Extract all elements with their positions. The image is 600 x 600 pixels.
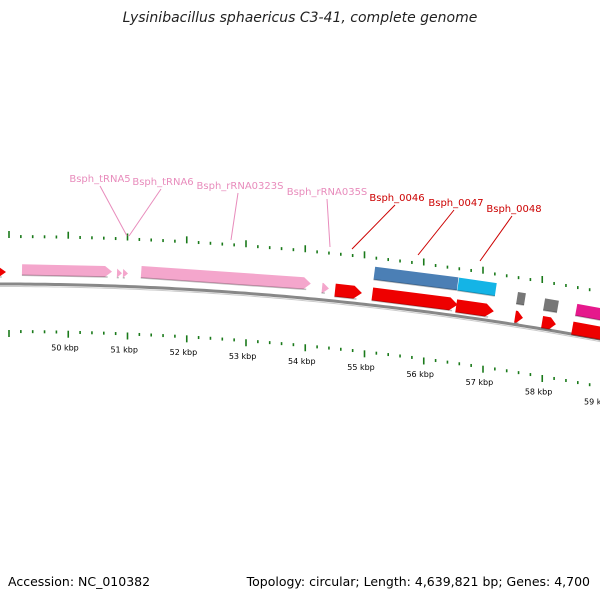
features-layer xyxy=(0,264,600,342)
kbp-label: 58 kbp xyxy=(525,387,553,396)
leader-line xyxy=(351,204,396,250)
kbp-labels: 50 kbp 51 kbp 52 kbp 53 kbp 54 kbp 55 kbp 56 k… xyxy=(51,344,600,407)
feature-label: Bsph_0046 xyxy=(369,193,424,204)
feature-magenta xyxy=(575,303,600,322)
feature-label: Bsph_tRNA5 xyxy=(69,174,130,185)
feature-label: Bsph_0047 xyxy=(428,198,483,209)
genome-summary: Topology: circular; Length: 4,639,821 bp… xyxy=(246,574,590,589)
kbp-label: 54 kbp xyxy=(288,357,316,366)
kbp-label: 57 kbp xyxy=(466,378,494,387)
leader-line xyxy=(326,198,331,248)
feature-bsph-0047 xyxy=(371,287,458,312)
accession-text: Accession: NC_010382 xyxy=(8,574,151,589)
leader-line xyxy=(479,215,513,262)
feature-bsph-0048 xyxy=(455,299,494,318)
kbp-label: 50 kbp xyxy=(51,344,79,353)
feature-label: Bsph_rRNA0323S xyxy=(197,181,284,192)
ticks-top xyxy=(8,231,591,292)
feature-cds-right xyxy=(571,321,600,342)
feature-cds-small-1 xyxy=(513,310,523,324)
genome-backbone xyxy=(0,282,600,341)
feature-cds-left xyxy=(0,266,6,278)
feature-label: Bsph_0048 xyxy=(486,204,541,215)
ticks-bottom xyxy=(8,330,591,387)
feature-trna-6 xyxy=(122,268,128,279)
kbp-label: 55 kbp xyxy=(347,363,375,372)
feature-trna-5 xyxy=(116,268,122,279)
feature-cyan-block xyxy=(457,277,497,297)
kbp-label: 59 kbp xyxy=(584,398,600,407)
feature-labels: Bsph_tRNA5 Bsph_tRNA6 Bsph_rRNA0323SBsph_r… xyxy=(69,174,541,215)
feature-label: Bsph_rRNA035S xyxy=(287,187,368,198)
leader-line xyxy=(417,209,455,256)
kbp-label: 56 kbp xyxy=(406,370,434,379)
genome-backbone-shadow xyxy=(0,286,600,343)
feature-blue-block xyxy=(373,266,459,291)
feature-gray-1 xyxy=(515,291,526,306)
feature-cds-small-2 xyxy=(540,316,556,331)
kbp-label: 53 kbp xyxy=(229,352,257,361)
feature-rrna-23s xyxy=(140,265,311,291)
leader-lines xyxy=(99,185,513,262)
feature-label: Bsph_tRNA6 xyxy=(132,177,193,188)
leader-line xyxy=(99,185,128,237)
feature-bsph-0046 xyxy=(334,283,362,300)
leader-line xyxy=(128,188,162,237)
kbp-label: 52 kbp xyxy=(170,348,198,357)
feature-rrna-5s xyxy=(321,282,329,294)
genome-title: Lysinibacillus sphaericus C3-41, complet… xyxy=(122,10,478,26)
leader-line xyxy=(230,192,239,241)
kbp-label: 51 kbp xyxy=(110,345,138,354)
feature-gray-2 xyxy=(542,298,559,314)
feature-rna-1 xyxy=(21,264,112,278)
